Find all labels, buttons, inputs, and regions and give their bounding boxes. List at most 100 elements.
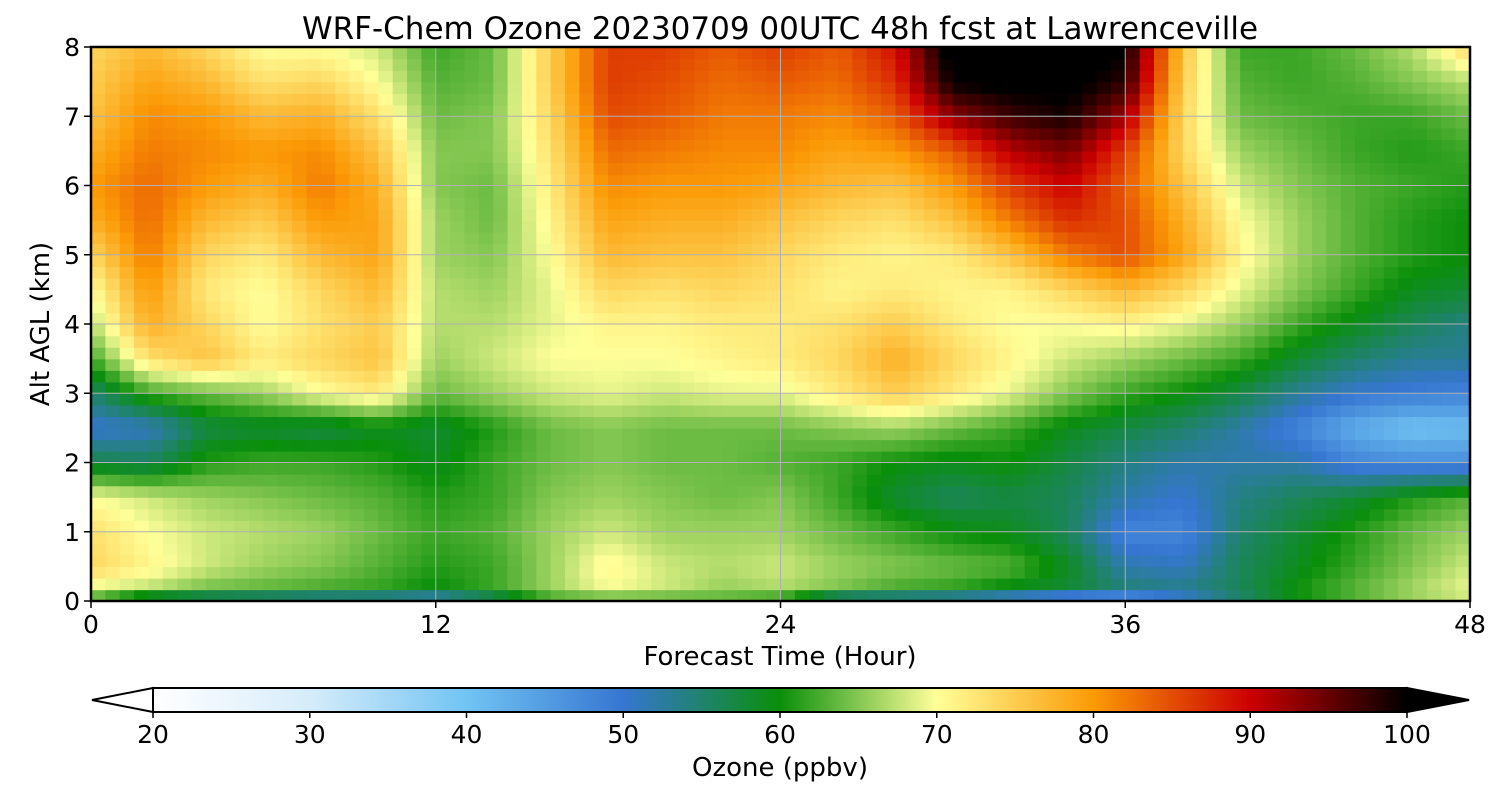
heatmap-cell bbox=[694, 173, 710, 187]
heatmap-cell bbox=[392, 58, 408, 71]
heatmap-cell bbox=[1182, 554, 1198, 568]
heatmap-cell bbox=[349, 324, 365, 337]
heatmap-cell bbox=[1326, 404, 1342, 418]
heatmap-cell bbox=[708, 70, 724, 83]
heatmap-cell bbox=[1039, 381, 1055, 394]
heatmap-cell bbox=[995, 116, 1012, 129]
heatmap-cell bbox=[679, 543, 696, 556]
heatmap-cell bbox=[205, 404, 221, 418]
heatmap-cell bbox=[723, 543, 739, 556]
heatmap-cell bbox=[320, 393, 336, 406]
heatmap-cell bbox=[1383, 162, 1399, 175]
heatmap-cell bbox=[579, 324, 595, 337]
heatmap-cell bbox=[450, 208, 466, 221]
heatmap-cell bbox=[1153, 254, 1170, 267]
heatmap-cell bbox=[1096, 254, 1112, 267]
heatmap-cell bbox=[335, 58, 351, 71]
heatmap-cell bbox=[450, 47, 466, 60]
heatmap-cell bbox=[1426, 231, 1442, 244]
heatmap-cell bbox=[1340, 324, 1356, 337]
heatmap-cell bbox=[1268, 70, 1284, 83]
heatmap-cell bbox=[766, 58, 782, 71]
heatmap-cell bbox=[249, 197, 265, 210]
heatmap-cell bbox=[1096, 520, 1112, 533]
heatmap-cell bbox=[852, 277, 868, 291]
heatmap-cell bbox=[1455, 127, 1470, 141]
heatmap-cell bbox=[1426, 370, 1442, 383]
heatmap-cell bbox=[708, 254, 724, 267]
heatmap-cell bbox=[378, 474, 394, 487]
heatmap-cell bbox=[1369, 474, 1385, 487]
heatmap-cell bbox=[909, 139, 925, 152]
heatmap-cell bbox=[909, 577, 925, 591]
heatmap-cell bbox=[794, 370, 810, 383]
heatmap-cell bbox=[766, 416, 782, 429]
heatmap-cell bbox=[881, 404, 897, 418]
heatmap-cell bbox=[1024, 566, 1040, 579]
heatmap-cell bbox=[1398, 312, 1414, 325]
heatmap-cell bbox=[1355, 243, 1371, 256]
heatmap-cell bbox=[234, 58, 250, 71]
heatmap-cell bbox=[708, 93, 724, 106]
heatmap-cell bbox=[579, 485, 595, 498]
heatmap-cell bbox=[1426, 127, 1442, 141]
heatmap-cell bbox=[1053, 474, 1069, 487]
heatmap-cell bbox=[852, 208, 868, 221]
heatmap-cell bbox=[249, 162, 265, 175]
heatmap-cell bbox=[737, 335, 753, 348]
heatmap-cell bbox=[981, 508, 997, 521]
heatmap-cell bbox=[593, 462, 609, 475]
heatmap-cell bbox=[794, 231, 810, 244]
heatmap-cell bbox=[1441, 370, 1457, 383]
heatmap-cell bbox=[909, 508, 925, 521]
heatmap-cell bbox=[1240, 543, 1256, 556]
heatmap-cell bbox=[507, 508, 523, 521]
heatmap-cell bbox=[924, 231, 940, 244]
heatmap-cell bbox=[579, 393, 595, 406]
heatmap-cell bbox=[263, 393, 279, 406]
heatmap-cell bbox=[464, 566, 480, 579]
heatmap-cell bbox=[694, 254, 710, 267]
heatmap-cell bbox=[694, 266, 710, 279]
heatmap-cell bbox=[1326, 462, 1342, 475]
heatmap-cell bbox=[723, 462, 739, 475]
heatmap-cell bbox=[464, 289, 480, 302]
heatmap-cell bbox=[823, 566, 839, 579]
heatmap-cell bbox=[1125, 450, 1141, 464]
heatmap-cell bbox=[521, 543, 538, 556]
heatmap-cell bbox=[1139, 47, 1155, 60]
heatmap-cell bbox=[521, 554, 538, 568]
heatmap-cell bbox=[1039, 589, 1055, 601]
heatmap-cell bbox=[392, 427, 408, 441]
heatmap-cell bbox=[852, 243, 868, 256]
heatmap-cell bbox=[579, 139, 595, 152]
heatmap-cell bbox=[205, 266, 221, 279]
heatmap-cell bbox=[363, 300, 379, 314]
heatmap-cell bbox=[1211, 381, 1227, 394]
heatmap-cell bbox=[105, 566, 121, 579]
heatmap-cell bbox=[1139, 577, 1155, 591]
heatmap-cell bbox=[895, 335, 911, 348]
heatmap-cell bbox=[1024, 173, 1040, 187]
heatmap-cell bbox=[1197, 312, 1213, 325]
heatmap-cell bbox=[1110, 462, 1126, 475]
heatmap-cell bbox=[148, 185, 164, 198]
heatmap-cell bbox=[1369, 173, 1385, 187]
heatmap-cell bbox=[593, 531, 609, 544]
heatmap-cell bbox=[809, 393, 825, 406]
heatmap-cell bbox=[1340, 393, 1356, 406]
heatmap-cell bbox=[823, 577, 839, 591]
heatmap-cell bbox=[1355, 277, 1371, 291]
heatmap-cell bbox=[550, 450, 566, 464]
heatmap-cell bbox=[1067, 162, 1083, 175]
heatmap-cell bbox=[1211, 335, 1227, 348]
heatmap-cell bbox=[263, 497, 279, 510]
heatmap-cell bbox=[1254, 566, 1270, 579]
heatmap-cell bbox=[1053, 150, 1069, 164]
heatmap-cell bbox=[1053, 139, 1069, 152]
heatmap-cell bbox=[1039, 81, 1055, 94]
heatmap-cell bbox=[493, 531, 509, 544]
heatmap-cell bbox=[1340, 335, 1356, 348]
heatmap-cell bbox=[794, 427, 810, 441]
heatmap-cell bbox=[1412, 93, 1428, 106]
